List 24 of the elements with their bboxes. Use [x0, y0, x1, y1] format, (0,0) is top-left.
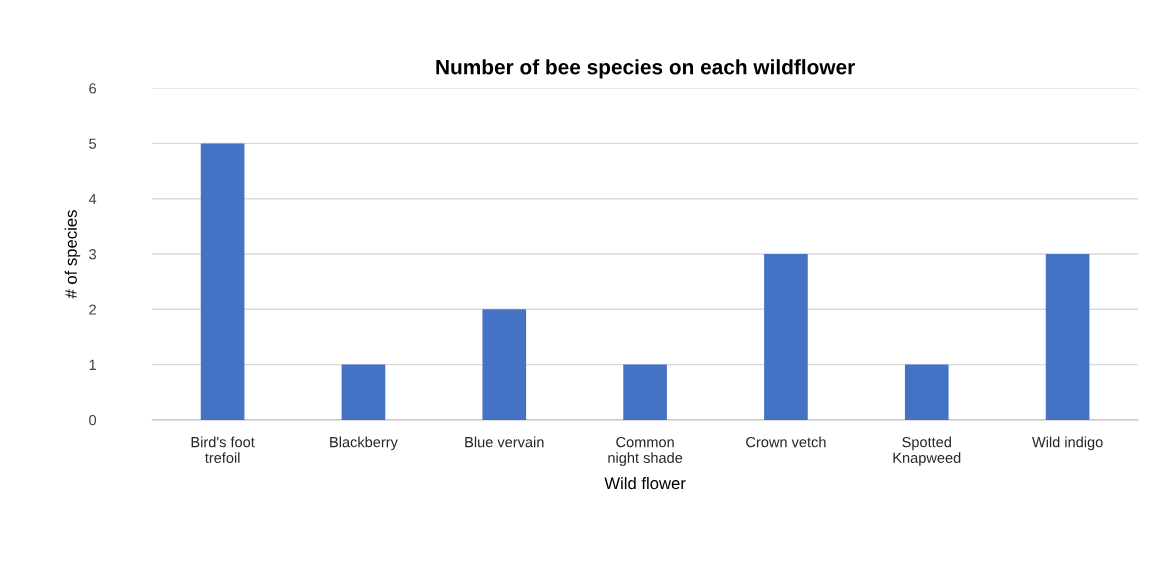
- x-tick-label: Common night shade: [608, 436, 683, 466]
- x-tick-label: Blue vervain: [465, 436, 544, 448]
- bar: [482, 309, 527, 420]
- chart-title: Number of bee species on each wildflower: [436, 59, 855, 79]
- x-tick-label: Blackberry: [330, 436, 398, 451]
- y-tick-label: 2: [89, 304, 96, 315]
- bar: [341, 364, 386, 420]
- bar: [904, 364, 949, 420]
- y-axis-title: # of species: [64, 210, 81, 299]
- x-tick-label: Bird's foot trefoil: [191, 436, 255, 463]
- bar: [764, 254, 808, 420]
- y-tick-label: 0: [89, 415, 97, 426]
- y-tick-label: 1: [89, 359, 96, 370]
- y-tick-label: 6: [89, 83, 96, 94]
- x-axis-title: Wild flower: [604, 476, 686, 490]
- bar: [1045, 254, 1090, 420]
- bar: [200, 143, 245, 420]
- x-tick-label: Crown vetch: [746, 436, 826, 448]
- y-tick-label: 5: [89, 138, 97, 149]
- y-tick-label: 3: [89, 249, 96, 260]
- y-tick-label: 4: [88, 193, 97, 204]
- x-tick-label: Wild indigo: [1032, 436, 1103, 451]
- x-tick-label: Spotted Knapweed: [893, 436, 961, 466]
- bar: [623, 364, 667, 420]
